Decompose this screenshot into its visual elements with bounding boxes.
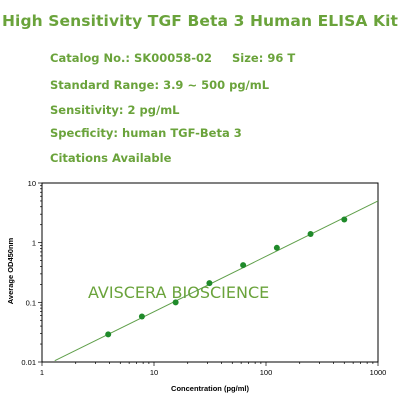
y-tick-label: 10 bbox=[28, 179, 36, 188]
data-point bbox=[172, 299, 179, 306]
data-point bbox=[138, 313, 145, 320]
y-tick-label: 1 bbox=[32, 239, 36, 248]
data-point bbox=[105, 331, 112, 338]
fit-line bbox=[54, 200, 379, 362]
data-point bbox=[307, 230, 314, 237]
specificity: Specficity: human TGF-Beta 3 bbox=[50, 126, 242, 140]
x-axis-label: Concentration (pg/ml) bbox=[171, 384, 249, 393]
plot-frame bbox=[41, 182, 379, 363]
watermark: AVISCERA BIOSCIENCE bbox=[88, 283, 269, 302]
y-tick-label: 0.01 bbox=[21, 358, 36, 367]
y-axis-label: Average OD450nm bbox=[6, 237, 15, 304]
standard-range: Standard Range: 3.9 ~ 500 pg/mL bbox=[50, 78, 270, 92]
x-tick-label: 1000 bbox=[370, 368, 387, 377]
data-point bbox=[273, 244, 280, 251]
page-title: High Sensitivity TGF Beta 3 Human ELISA … bbox=[1, 12, 399, 30]
x-tick-label: 100 bbox=[260, 368, 273, 377]
kit-size: Size: 96 T bbox=[232, 51, 296, 65]
data-point bbox=[240, 262, 247, 269]
catalog-number: Catalog No.: SK00058-02 bbox=[50, 51, 213, 65]
x-tick-label: 10 bbox=[150, 368, 158, 377]
data-point bbox=[206, 280, 213, 287]
y-tick-label: 0.1 bbox=[26, 298, 36, 307]
sensitivity: Sensitivity: 2 pg/mL bbox=[50, 103, 180, 117]
data-point bbox=[341, 216, 348, 223]
citations: Citations Available bbox=[50, 151, 172, 165]
x-tick-label: 1 bbox=[40, 368, 44, 377]
